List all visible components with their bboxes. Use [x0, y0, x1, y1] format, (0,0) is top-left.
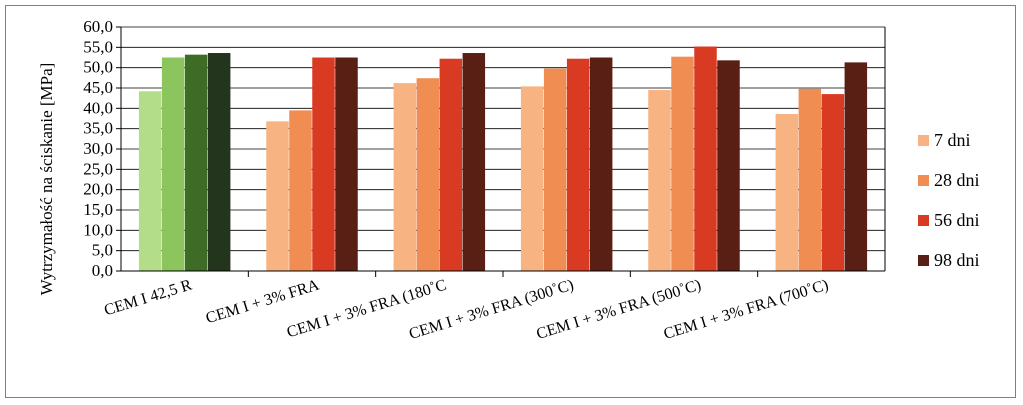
bar	[416, 78, 440, 272]
legend-label: 98 dni	[934, 250, 980, 270]
legend-swatch	[918, 255, 929, 266]
bar	[694, 46, 717, 271]
bar	[138, 91, 162, 272]
legend-swatch	[918, 175, 929, 186]
legend: 7 dni 28 dni 56 dni 98 dni	[918, 130, 980, 270]
bar	[439, 58, 463, 271]
y-tick-label: 15,0	[83, 200, 113, 219]
bar	[161, 57, 185, 271]
legend-swatch	[918, 135, 929, 146]
chart-frame	[5, 5, 1016, 398]
category-label: CEM I 42,5 R	[102, 276, 194, 319]
bar	[543, 68, 567, 271]
legend-label: 7 dni	[934, 130, 971, 150]
bar	[520, 86, 544, 271]
bar	[775, 114, 799, 271]
y-tick-label: 45,0	[83, 78, 113, 97]
y-tick-label: 0,0	[92, 261, 113, 280]
y-tick-label: 55,0	[83, 37, 113, 56]
bar	[312, 57, 335, 271]
bar	[184, 54, 208, 271]
y-tick-label: 20,0	[83, 180, 113, 199]
bars	[138, 46, 868, 272]
y-tick-label: 40,0	[83, 98, 113, 117]
bar	[798, 88, 822, 272]
grid-lines	[121, 26, 885, 252]
bar	[393, 83, 417, 272]
bar	[207, 53, 231, 271]
y-tick-label: 5,0	[92, 241, 113, 260]
bar	[266, 121, 289, 271]
bar	[566, 58, 590, 271]
bar	[289, 110, 312, 271]
bar	[844, 62, 868, 271]
bar	[335, 57, 358, 271]
y-axis-label: Wytrzymałość na ściskanie [MPa]	[37, 63, 56, 296]
legend-label: 28 dni	[934, 170, 980, 190]
bar	[821, 94, 845, 271]
y-tick-label: 50,0	[83, 58, 113, 77]
y-tick-label: 25,0	[83, 159, 113, 178]
bar	[648, 90, 671, 272]
legend-swatch	[918, 215, 929, 226]
bar	[462, 53, 486, 271]
y-tick-label: 60,0	[83, 17, 113, 36]
bar	[717, 60, 740, 272]
bar	[589, 57, 613, 271]
y-tick-label: 30,0	[83, 139, 113, 158]
y-tick-label: 35,0	[83, 119, 113, 138]
legend-label: 56 dni	[934, 210, 980, 230]
bar	[671, 56, 694, 271]
y-tick-label: 10,0	[83, 220, 113, 239]
